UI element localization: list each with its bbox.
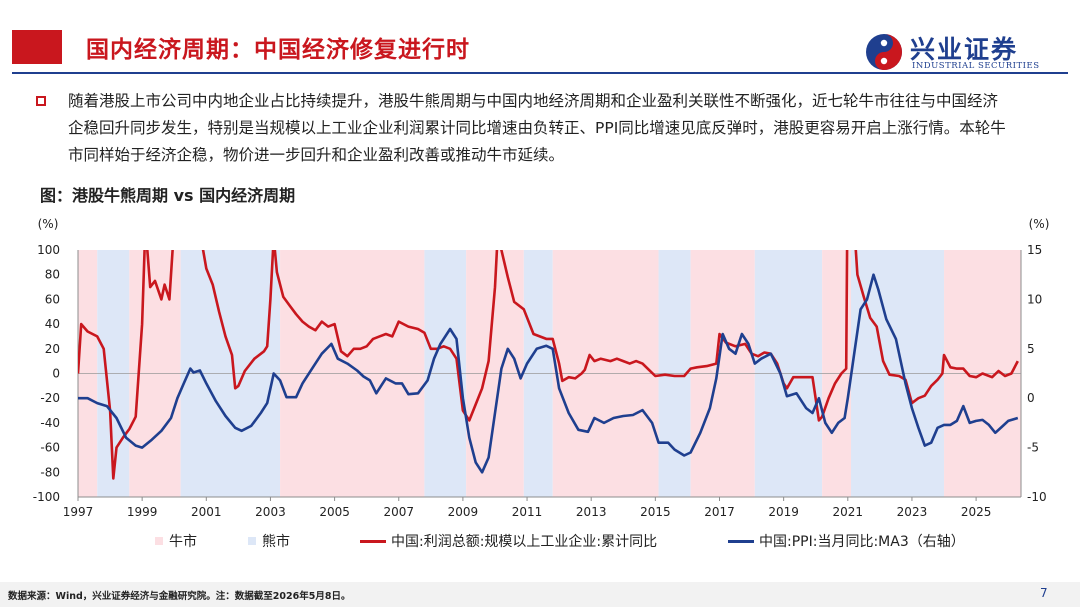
x-tick-label: 2023 [897,505,928,519]
title-accent-bar [12,30,62,64]
y-left-tick-label: -60 [40,441,60,455]
legend-label: 中国:PPI:当月同比:MA3（右轴） [759,534,965,550]
series-line-1 [78,273,1019,474]
chart-labels: 100 80 60 40 20 0 -20 -40 -60 -80 -100 15 10 5 0 -5 -10 1… [33,217,1050,519]
y-left-tick-label: 0 [52,367,60,381]
y-left-tick-label: -40 [40,416,60,430]
cycle-line-chart: 100 80 60 40 20 0 -20 -40 -60 -80 -100 15 10 5 0 -5 -10 1… [33,217,1050,519]
footer-band [0,582,1080,607]
legend-swatch-line [360,539,386,543]
x-tick-label: 2025 [961,505,992,519]
y-right-unit-label: (%) [1029,217,1050,231]
x-tick-label: 2009 [448,505,479,519]
legend-label: 中国:利润总额:规模以上工业企业:累计同比 [391,534,658,550]
y-left-tick-label: -20 [40,391,60,405]
x-tick-label: 2003 [255,505,286,519]
y-left-tick-label: -80 [40,465,60,479]
y-right-tick-label: -10 [1027,490,1047,504]
y-left-tick-label: 80 [45,268,60,282]
company-logo: 兴业证券 INDUSTRIAL SECURITIES [864,30,1054,74]
y-left-tick-label: 20 [45,342,60,356]
legend-item-3: 中国:PPI:当月同比:MA3（右轴） [728,528,965,554]
x-tick-label: 1997 [63,505,94,519]
legend-label: 熊市 [262,534,290,550]
legend-item-2: 中国:利润总额:规模以上工业企业:累计同比 [360,528,657,554]
y-left-tick-label: 60 [45,292,60,306]
footer-source: 数据来源：Wind，兴业证券经济与金融研究院。注：数据截至2026年5月8日。 [8,591,351,602]
y-left-tick-label: -100 [33,490,60,504]
y-right-tick-label: 15 [1027,243,1042,257]
page-number: 7 [1040,586,1048,600]
legend-label: 牛市 [169,534,197,550]
x-tick-label: 1999 [127,505,158,519]
chart-series [78,250,1019,480]
y-left-tick-label: 100 [37,243,60,257]
bullet-square-icon [36,96,46,106]
figure-title: 图：港股牛熊周期 vs 国内经济周期 [40,186,296,205]
page-title: 国内经济周期：中国经济修复进行时 [86,37,470,63]
y-left-unit-label: (%) [38,217,59,231]
x-tick-label: 2015 [640,505,671,519]
title-divider [12,72,1068,74]
series-line-0 [78,250,1019,480]
x-tick-label: 2021 [833,505,864,519]
x-tick-label: 2001 [191,505,222,519]
x-tick-label: 2019 [768,505,799,519]
logo-text-cn: 兴业证券 [910,35,1019,64]
legend-item-0: 牛市 [155,528,197,554]
chart-legend: 牛市 熊市 中国:利润总额:规模以上工业企业:累计同比 中国:PPI:当月同比:MA3… [0,528,1080,554]
y-right-tick-label: 10 [1027,292,1042,306]
x-tick-label: 2005 [319,505,350,519]
body-paragraph: 随着港股上市公司中内地企业占比持续提升，港股牛熊周期与中国内地经济周期和企业盈利… [68,92,1006,164]
y-right-tick-label: 0 [1027,391,1035,405]
legend-swatch-area [155,537,163,545]
y-left-tick-label: 40 [45,317,60,331]
x-tick-label: 2013 [576,505,607,519]
legend-swatch-line [728,539,754,543]
logo-text-en: INDUSTRIAL SECURITIES [912,61,1040,71]
legend-item-1: 熊市 [248,528,290,554]
y-right-tick-label: -5 [1027,441,1039,455]
x-tick-label: 2007 [383,505,414,519]
legend-swatch-area [248,537,256,545]
logo-mark-icon [866,34,902,70]
x-tick-label: 2017 [704,505,735,519]
y-right-tick-label: 5 [1027,342,1035,356]
x-tick-label: 2011 [512,505,543,519]
